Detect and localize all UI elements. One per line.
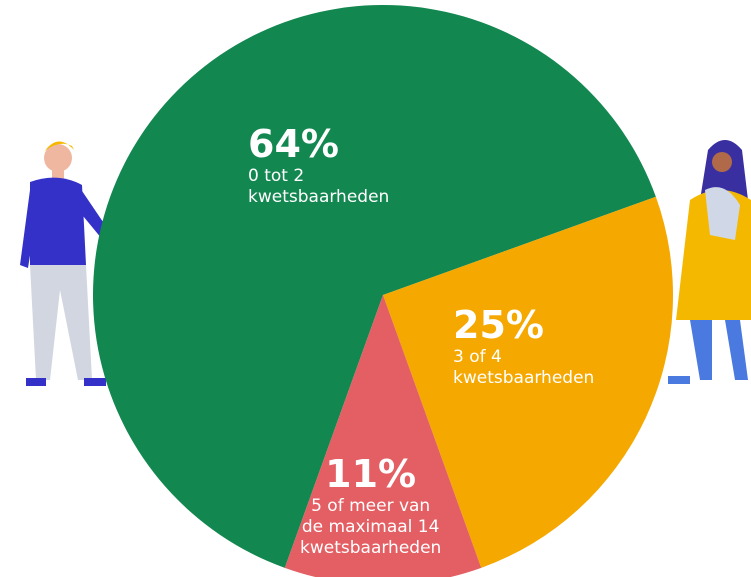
slice-label: 25% 3 of 4 kwetsbaarheden [453, 303, 594, 389]
pie-slice [383, 196, 673, 568]
value-label: 11% [325, 452, 417, 496]
pie-slice [284, 295, 482, 577]
category-label: 3 of 4 kwetsbaarheden [453, 347, 595, 388]
category-label: 0 tot 2 kwetsbaarheden [248, 166, 390, 207]
slice-label: 11% 5 of meer van de maximaal 14 kwetsbaa… [300, 452, 441, 559]
category-label: 5 of meer van de maximaal 14 kwetsbaarhe… [300, 496, 442, 558]
value-label: 64% [248, 122, 339, 166]
pie [92, 4, 673, 577]
pie-slice [92, 4, 656, 568]
value-label: 25% [453, 303, 544, 347]
illustration-woman [668, 140, 751, 384]
slice-label: 64% 0 tot 2 kwetsbaarheden [248, 122, 389, 208]
